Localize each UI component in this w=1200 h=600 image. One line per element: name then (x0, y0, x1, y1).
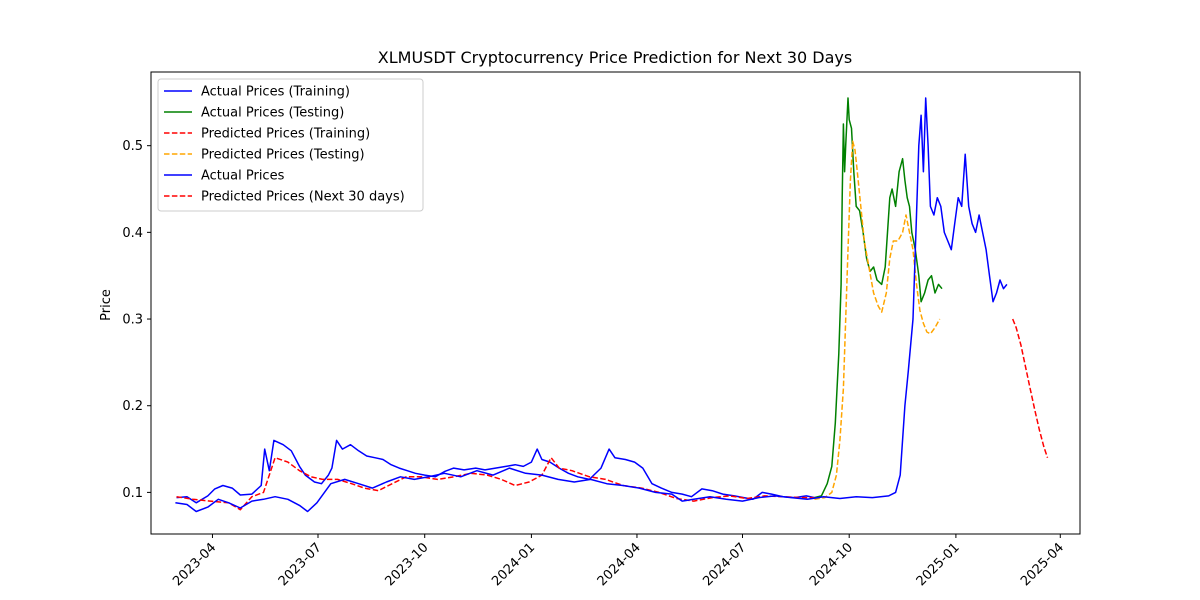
series-line-4 (814, 140, 941, 501)
legend-frame (157, 78, 424, 212)
plot-lines (175, 97, 1049, 513)
y-tick-label: 0.2 (122, 399, 143, 414)
legend-entry-label: Actual Prices (Training) (201, 85, 350, 100)
legend-entry-label: Actual Prices (201, 169, 285, 184)
y-axis-label: Price (99, 289, 114, 321)
legend-entry-label: Predicted Prices (Training) (201, 127, 370, 142)
chart-title: XLMUSDT Cryptocurrency Price Prediction … (378, 48, 852, 67)
plot-area-frame (150, 71, 1081, 535)
y-tick-label: 0.4 (122, 226, 143, 241)
y-axis: 0.1 0.2 0.3 0.4 0.5 (122, 139, 151, 501)
series-line-3 (176, 456, 815, 511)
series-line-2 (814, 97, 943, 499)
series-line-6 (1012, 318, 1049, 458)
series-line-1 (176, 439, 815, 504)
legend-entry-label: Predicted Prices (Next 30 days) (201, 190, 405, 205)
legend: Actual Prices (Training) Actual Prices (T… (157, 78, 424, 212)
legend-entry-label: Actual Prices (Testing) (201, 106, 344, 121)
legend-entry-label: Predicted Prices (Testing) (201, 148, 365, 163)
y-tick-label: 0.5 (122, 139, 143, 154)
y-tick-label: 0.3 (122, 313, 143, 328)
y-tick-label: 0.1 (122, 486, 143, 501)
series-line-5 (175, 97, 1008, 513)
